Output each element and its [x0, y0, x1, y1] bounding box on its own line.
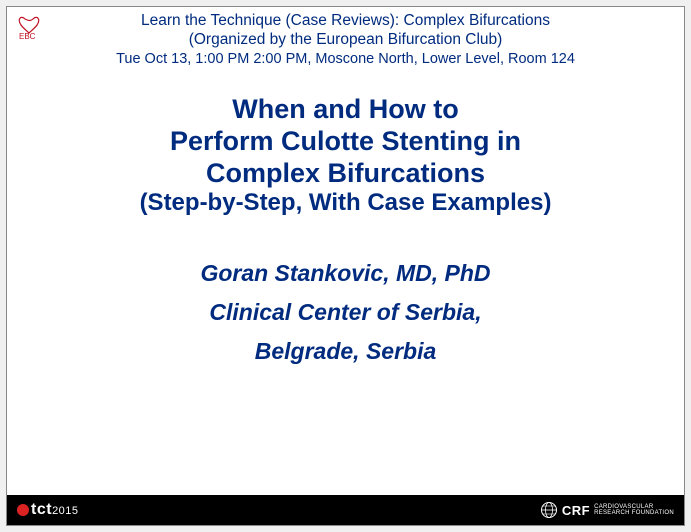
crf-brand: CRF [562, 503, 590, 518]
heart-icon: EBC [15, 13, 51, 41]
presenter-location: Belgrade, Serbia [47, 332, 644, 371]
session-title-line1: Learn the Technique (Case Reviews): Comp… [47, 11, 644, 30]
presenter-info: Goran Stankovic, MD, PhD Clinical Center… [7, 218, 684, 371]
crf-sub-line2: RESEARCH FOUNDATION [594, 510, 674, 516]
tct-brand: tct2015 [31, 501, 79, 519]
ebc-logo-text: EBC [19, 32, 36, 41]
title-line3: Complex Bifurcations [47, 158, 644, 190]
tct-brand-text: tct [31, 501, 52, 518]
presenter-name: Goran Stankovic, MD, PhD [47, 254, 644, 293]
tct-year: 2015 [52, 505, 78, 517]
slide-footer: tct2015 CRF CARDIOVASCULAR RESEARCH FOUN… [7, 495, 684, 525]
title-subtitle: (Step-by-Step, With Case Examples) [47, 189, 644, 217]
session-title-line2: (Organized by the European Bifurcation C… [47, 30, 644, 49]
session-header: Learn the Technique (Case Reviews): Comp… [7, 7, 684, 68]
presenter-affiliation: Clinical Center of Serbia, [47, 293, 644, 332]
talk-title: When and How to Perform Culotte Stenting… [7, 68, 684, 218]
footer-left: tct2015 [17, 501, 79, 519]
crf-subtitle: CARDIOVASCULAR RESEARCH FOUNDATION [594, 504, 674, 516]
tct-dot-icon [17, 504, 29, 516]
title-line2: Perform Culotte Stenting in [47, 126, 644, 158]
slide-container: EBC Learn the Technique (Case Reviews): … [6, 6, 685, 526]
session-time-location: Tue Oct 13, 1:00 PM 2:00 PM, Moscone Nor… [47, 50, 644, 68]
ebc-logo: EBC [15, 13, 51, 41]
title-line1: When and How to [47, 94, 644, 126]
crf-globe-icon [540, 501, 558, 519]
footer-right: CRF CARDIOVASCULAR RESEARCH FOUNDATION [540, 501, 674, 519]
